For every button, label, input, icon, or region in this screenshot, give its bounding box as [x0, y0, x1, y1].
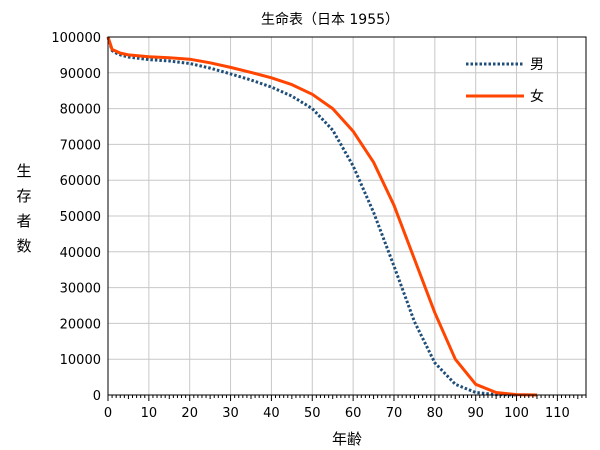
x-axis-ticks: 0 10 20 30 40 50 60 70 80 90 100 110: [104, 395, 587, 421]
y-tick-label: 90000: [60, 67, 101, 82]
y-tick-label: 40000: [60, 246, 101, 261]
y-axis-label: 生存者数: [16, 162, 31, 255]
legend: 男女: [466, 57, 544, 105]
legend-label-1: 女: [530, 88, 544, 105]
chart-title: 生命表（日本 1955）: [261, 11, 399, 28]
y-tick-label: 30000: [60, 282, 101, 297]
x-tick-label: 90: [467, 406, 484, 421]
x-tick-label: 60: [345, 406, 362, 421]
y-tick-label: 70000: [60, 138, 101, 153]
y-tick-label: 100000: [51, 31, 101, 46]
series-layer: [106, 36, 538, 397]
x-tick-label: 50: [304, 406, 321, 421]
x-axis-label: 年齢: [332, 430, 362, 448]
y-tick-label: 50000: [60, 210, 101, 225]
y-tick-label: 0: [93, 389, 101, 404]
y-tick-label: 80000: [60, 103, 101, 118]
x-tick-label: 110: [545, 406, 570, 421]
x-tick-label: 100: [504, 406, 529, 421]
series-line-1: [106, 36, 538, 397]
y-tick-label: 20000: [60, 317, 101, 332]
x-tick-label: 80: [427, 406, 444, 421]
x-tick-label: 70: [386, 406, 403, 421]
y-tick-label: 10000: [60, 353, 101, 368]
grid-lines: [108, 36, 586, 395]
x-tick-label: 40: [263, 406, 280, 421]
legend-label-0: 男: [530, 57, 544, 73]
series-line-0: [106, 36, 517, 397]
y-axis-ticks: 0 10000 20000 30000 40000 50000 60000 70000 8000…: [51, 31, 101, 404]
y-tick-label: 60000: [60, 174, 101, 189]
x-tick-label: 20: [181, 406, 198, 421]
x-tick-label: 0: [104, 406, 112, 421]
x-tick-label: 30: [222, 406, 239, 421]
x-tick-label: 10: [141, 406, 158, 421]
plot-frame: [107, 36, 587, 396]
